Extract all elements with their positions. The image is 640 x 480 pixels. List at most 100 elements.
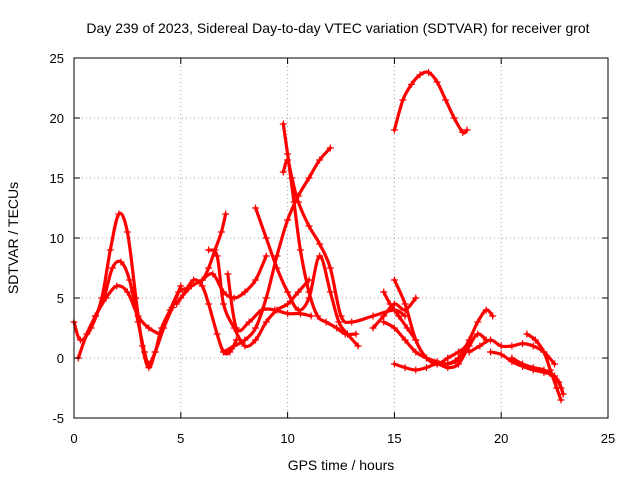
data-point [416,71,424,79]
data-point [380,318,388,326]
x-tick-label: 15 [387,431,401,446]
data-point [348,318,356,326]
data-point [395,312,403,320]
data-point [454,360,462,368]
data-point [489,312,497,320]
data-point [177,294,185,302]
data-point [205,264,213,272]
data-point [531,336,539,344]
data-point [273,264,281,272]
data-point [220,300,228,308]
data-point [294,306,302,314]
data-point [232,324,240,332]
data-point [258,306,266,314]
data-point [271,306,279,314]
data-point [442,96,450,104]
data-point [508,342,516,350]
y-tick-label: 5 [57,291,64,306]
y-tick-label: -5 [52,411,64,426]
data-point [262,252,270,260]
data-point [337,312,345,320]
data-point [305,288,313,296]
data-point [540,366,548,374]
data-point [190,276,198,284]
data-point [76,336,84,344]
chart-title: Day 239 of 2023, Sidereal Day-to-day VTE… [86,20,589,36]
data-point [117,258,125,266]
data-point [425,68,433,76]
data-point [390,360,398,368]
data-point [476,342,484,350]
data-point [217,228,225,236]
grid [74,58,608,418]
y-tick-label: 15 [50,171,64,186]
y-tick-label: 25 [50,51,64,66]
x-tick-label: 25 [601,431,615,446]
data-point [519,360,527,368]
data-point [134,312,142,320]
x-tick-label: 20 [494,431,508,446]
data-point [390,276,398,284]
x-tick-label: 0 [70,431,77,446]
data-point [284,310,292,318]
data-point [341,330,349,338]
data-point [220,348,228,356]
data-point [487,348,495,356]
data-point [213,252,221,260]
data-point [433,360,441,368]
data-point [465,336,473,344]
y-tick-label: 20 [50,111,64,126]
data-point [177,282,185,290]
data-point [205,246,213,254]
data-point [222,210,230,218]
data-point [444,354,452,362]
data-point [316,156,324,164]
data-series [70,68,567,404]
data-point [102,294,110,302]
data-point [390,300,398,308]
data-point [155,330,163,338]
data-point [83,330,91,338]
data-point [288,174,296,182]
data-point [126,276,134,284]
data-point [487,336,495,344]
data-point [230,342,238,350]
series-arc-19 [392,70,469,135]
series-arc-17 [392,332,488,372]
data-point [160,324,168,332]
data-point [294,288,302,296]
data-point [145,324,153,332]
data-point [284,156,292,164]
data-point [412,336,420,344]
data-point [205,300,213,308]
data-point [294,198,302,206]
data-point [316,252,324,260]
data-point [422,364,430,372]
data-point [213,330,221,338]
data-point [369,312,377,320]
data-point [91,312,99,320]
y-axis-label: SDTVAR / TECUs [5,182,21,294]
data-point [433,78,441,86]
data-point [296,246,304,254]
y-tick-label: 10 [50,231,64,246]
y-tick-label: 0 [57,351,64,366]
data-point [548,372,556,380]
data-point [284,300,292,308]
data-point [551,360,559,368]
data-point [123,228,131,236]
data-point [241,342,249,350]
data-point [326,288,334,296]
data-point [252,324,260,332]
data-point [422,354,430,362]
data-point [252,276,260,284]
data-point [173,300,181,308]
data-point [262,234,270,242]
data-point [252,336,260,344]
data-point [284,150,292,158]
data-point [450,114,458,122]
data-point [305,174,313,182]
data-point [352,330,360,338]
data-point [326,264,334,272]
